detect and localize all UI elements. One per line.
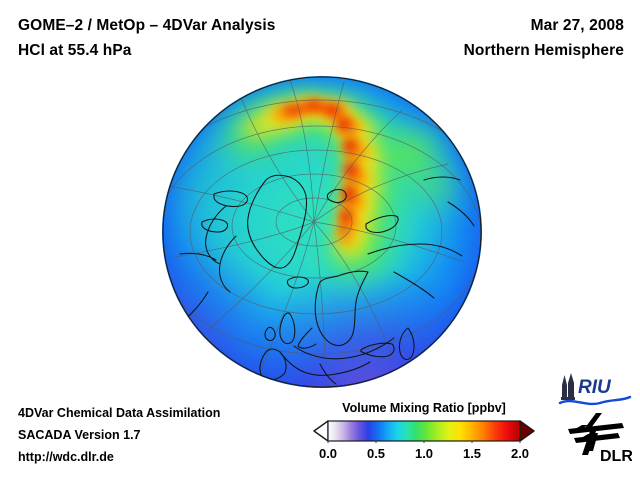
riu-wave-icon <box>558 395 632 406</box>
colorbar-tick-2: 1.0 <box>414 446 434 461</box>
coast-iceland <box>286 276 309 289</box>
coast-svalbard <box>326 188 347 204</box>
header-left-block: GOME–2 / MetOp – 4DVar Analysis HCl at 5… <box>18 13 276 63</box>
graticule <box>162 79 482 388</box>
coast-scandinavia <box>314 270 369 347</box>
globe-map-panel <box>162 76 482 388</box>
coast-iberia <box>259 348 287 381</box>
colorbar-tick-4: 2.0 <box>510 446 530 461</box>
credit-version: SACADA Version 1.7 <box>18 428 141 442</box>
riu-wordmark: RIU <box>578 377 612 398</box>
riu-logo: RIU <box>556 373 632 412</box>
colorbar: Volume Mixing Ratio [ppbv] <box>312 401 536 464</box>
coast-denmark <box>297 327 317 349</box>
credit-url[interactable]: http://wdc.dlr.de <box>18 450 114 464</box>
coast-novaya-zemlya <box>365 214 399 234</box>
coast-caspian-sea <box>398 327 415 361</box>
page-title: GOME–2 / MetOp – 4DVar Analysis <box>18 17 276 34</box>
colorbar-title: Volume Mixing Ratio [ppbv] <box>342 401 506 415</box>
dlr-logo-svg: DLR <box>568 413 633 465</box>
colorbar-svg <box>313 420 535 447</box>
riu-logo-svg: RIU <box>558 373 632 406</box>
coast-victoria-island <box>201 218 229 233</box>
coast-great-britain <box>279 312 296 345</box>
hemisphere-label: Northern Hemisphere <box>463 42 624 59</box>
globe-svg <box>162 76 482 388</box>
header-right-block: Mar 27, 2008 Northern Hemisphere <box>464 13 624 63</box>
coast-italy <box>319 363 337 385</box>
analysis-date: Mar 27, 2008 <box>530 17 624 34</box>
colorbar-graphic <box>312 419 536 447</box>
coast-alaska <box>447 201 475 227</box>
colorbar-tick-1: 0.5 <box>366 446 386 461</box>
colorbar-under-arrow <box>313 420 329 442</box>
coast-hudson-bay-west <box>219 235 237 293</box>
plume-red-core <box>279 99 361 238</box>
coast-chukotka <box>423 176 461 181</box>
orthographic-globe <box>162 76 482 388</box>
coast-ireland <box>264 326 276 342</box>
coast-black-sea <box>360 342 395 358</box>
colorbar-ticklabels: 0.0 0.5 1.0 1.5 2.0 <box>312 446 536 464</box>
coast-ellesmere <box>213 190 249 208</box>
credit-system: 4DVar Chemical Data Assimilation <box>18 406 221 420</box>
dlr-wordmark: DLR <box>600 448 632 465</box>
colorbar-tick-3: 1.5 <box>462 446 482 461</box>
coast-canada-arctic <box>205 205 227 265</box>
footer-credits-block: 4DVar Chemical Data Assimilation SACADA … <box>18 402 220 468</box>
colorbar-tick-0: 0.0 <box>318 446 338 461</box>
page-subtitle: HCl at 55.4 hPa <box>18 42 132 59</box>
riu-cathedral-icon <box>561 373 575 400</box>
coastlines <box>179 174 475 388</box>
coast-europe-north <box>293 337 395 360</box>
coast-siberia-inland <box>393 271 435 299</box>
dlr-mark-icon <box>568 413 624 455</box>
colorbar-over-arrow <box>519 420 535 442</box>
coast-russia-arctic <box>367 243 463 257</box>
coast-canada-mainland <box>179 252 217 261</box>
coast-greenland <box>247 174 308 269</box>
coast-mediterranean-north <box>279 351 371 376</box>
dlr-logo: DLR <box>566 411 633 472</box>
colorbar-gradient-bar <box>327 420 521 442</box>
globe-outline <box>162 76 482 388</box>
